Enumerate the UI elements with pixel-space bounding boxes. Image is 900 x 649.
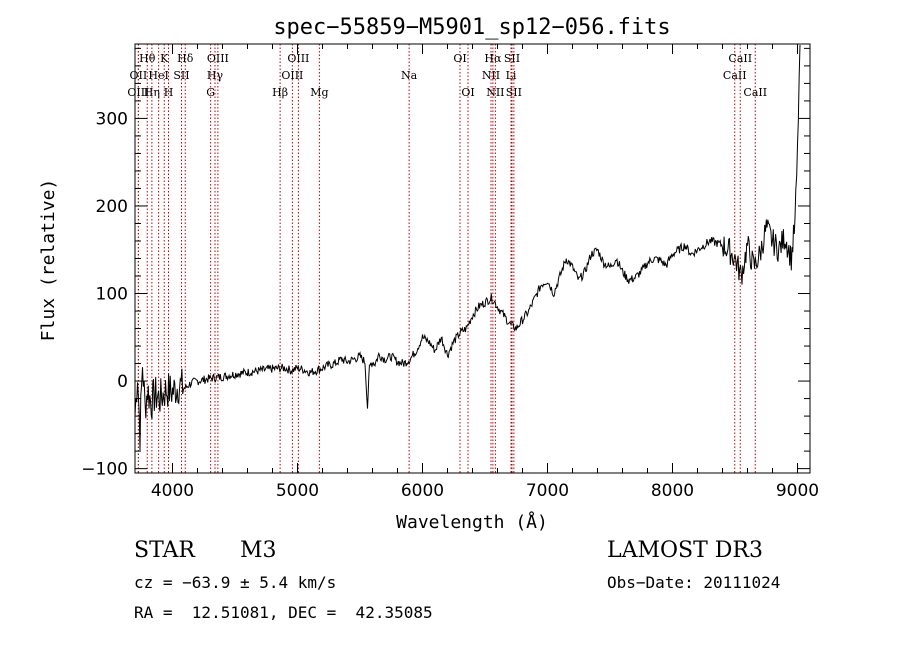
emission-line-label-27: CaII <box>743 86 767 99</box>
y-tick-label-0: −100 <box>81 460 128 480</box>
emission-line-label-14: Na <box>401 69 418 82</box>
emission-line-label-0: Hθ <box>139 52 156 65</box>
emission-line-label-7: SII <box>504 52 520 65</box>
x-tick-label-1: 5000 <box>276 481 319 501</box>
emission-line-label-19: Hη <box>144 86 160 99</box>
emission-line-label-15: NII <box>482 69 500 82</box>
emission-line-label-18: OIII <box>127 86 149 99</box>
observation-date: Obs−Date: 20111024 <box>607 573 781 592</box>
emission-line-markers <box>137 44 756 473</box>
emission-line-label-13: OIII <box>281 69 303 82</box>
x-tick-label-2: 6000 <box>401 481 444 501</box>
emission-line-label-5: OI <box>453 52 466 65</box>
chart-title: spec−55859−M5901_sp12−056.fits <box>273 15 670 40</box>
emission-line-label-26: SII <box>506 86 522 99</box>
emission-line-label-17: CaII <box>723 69 747 82</box>
x-tick-label-3: 7000 <box>526 481 569 501</box>
emission-line-label-9: OII <box>130 69 148 82</box>
emission-line-label-2: Hδ <box>177 52 194 65</box>
x-tick-label-5: 9000 <box>776 481 819 501</box>
emission-line-label-11: SII <box>173 69 189 82</box>
spectrum-line <box>134 44 801 451</box>
coordinates: RA = 12.51081, DEC = 42.35085 <box>134 603 433 622</box>
emission-line-label-10: HeI <box>148 69 168 82</box>
axes: 4000 5000 6000 7000 8000 9000 −100 0 100 200 300 <box>81 43 819 501</box>
emission-line-label-23: Mg <box>310 86 328 99</box>
emission-line-label-16: Li <box>506 69 517 82</box>
emission-line-label-25: NII <box>486 86 504 99</box>
y-tick-label-4: 300 <box>96 109 128 129</box>
emission-line-label-4: OIII <box>287 52 309 65</box>
redshift-velocity: cz = −63.9 ± 5.4 km/s <box>134 573 337 592</box>
x-tick-label-0: 4000 <box>151 481 194 501</box>
emission-line-label-6: Hα <box>484 52 502 65</box>
emission-line-label-12: Hγ <box>207 69 224 82</box>
y-tick-label-3: 200 <box>96 197 128 217</box>
x-tick-label-4: 8000 <box>651 481 694 501</box>
y-tick-label-2: 100 <box>96 285 128 305</box>
emission-line-label-22: Hβ <box>272 86 288 99</box>
emission-line-label-1: K <box>160 52 169 65</box>
object-subclass: M3 <box>240 538 277 563</box>
y-tick-label-1: 0 <box>117 372 128 392</box>
spectrum-series <box>134 44 801 451</box>
emission-line-label-24: OI <box>461 86 474 99</box>
emission-line-label-21: G <box>206 86 215 99</box>
plot-frame <box>134 43 811 474</box>
emission-line-label-20: H <box>164 86 174 99</box>
emission-line-label-8: CaII <box>728 52 752 65</box>
x-axis-label: Wavelength (Å) <box>396 511 548 533</box>
emission-line-label-3: OIII <box>207 52 229 65</box>
survey-name: LAMOST DR3 <box>607 538 763 563</box>
y-axis-label: Flux (relative) <box>38 179 59 342</box>
object-class: STAR <box>134 538 195 563</box>
